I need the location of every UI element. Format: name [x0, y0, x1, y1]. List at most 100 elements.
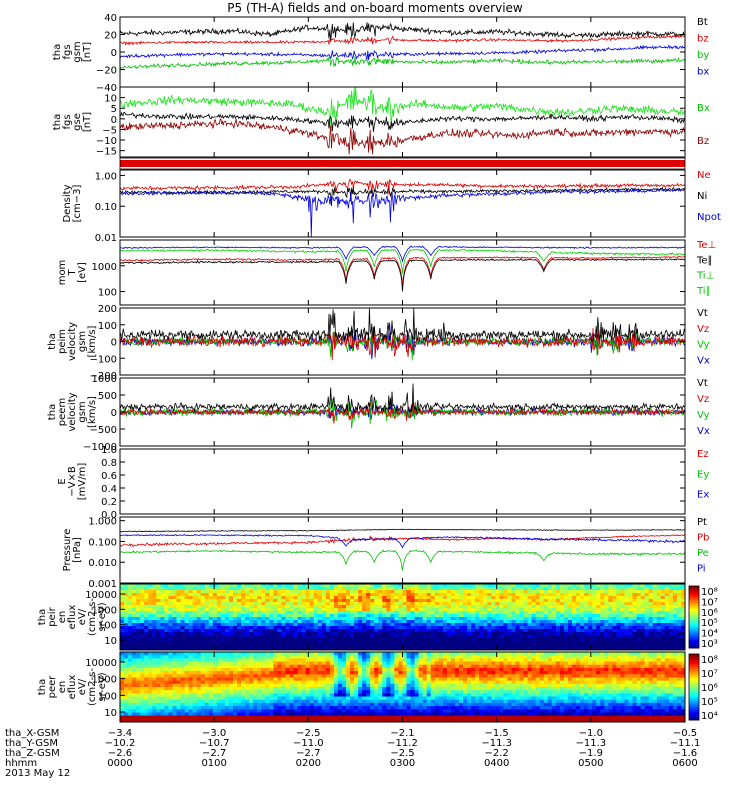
series-bz [120, 118, 685, 155]
y-axis-label: tha [37, 679, 48, 695]
y-axis-label: E [57, 478, 68, 484]
ephemeris-value: −1.6 [673, 748, 697, 759]
panel-8: Pressure [nPa] [62, 516, 686, 584]
ephemeris-value: −1.0 [579, 728, 603, 739]
series-bz [120, 34, 685, 46]
ephemeris-row-label: tha_X-GSM [5, 728, 59, 739]
series-ti [120, 248, 685, 274]
y-tick-label: 10000 [85, 590, 117, 601]
colorbar-tick-label: 10⁷ [701, 669, 718, 680]
legend-entry: Pt [697, 517, 707, 528]
y-axis-label: [eV] [77, 262, 88, 283]
y-tick-label: 0.8 [101, 458, 117, 469]
ephemeris-value: 0200 [296, 758, 321, 769]
y-tick-label: 10 [104, 636, 117, 647]
ephemeris-value: 0300 [390, 758, 415, 769]
colorbar-tick-label: 10⁸ [701, 587, 718, 598]
ephemeris-value: −11.1 [670, 738, 701, 749]
y-axis-label: gsm [77, 331, 88, 352]
y-axis-label: [cm−3] [72, 185, 83, 223]
legend-entry: Te⊥ [696, 240, 716, 251]
legend-entry: bz [697, 34, 709, 45]
y-tick-label: −5 [102, 125, 117, 136]
y-axis-label: [nT] [82, 42, 93, 62]
colorbar-tick-label: 10⁵ [701, 697, 718, 708]
colorbar-tick-label: 10⁴ [701, 711, 718, 722]
y-tick-label: 100 [98, 621, 117, 632]
ephemeris-value: −2.2 [485, 748, 509, 759]
y-axis-label: eflux [67, 605, 78, 630]
series-bx [120, 55, 685, 70]
y-tick-label: 0.4 [101, 484, 117, 495]
colorbar-tick-label: 10⁷ [701, 597, 718, 608]
ephemeris-value: −2.5 [390, 748, 414, 759]
series-te [120, 258, 685, 292]
panel-1: tha fgs gsm [nT] [52, 16, 686, 88]
y-axis-label: velocity [67, 322, 78, 361]
y-axis-label: tha [52, 44, 63, 60]
y-axis-label: fgs [62, 114, 73, 129]
ephemeris-value: −2.1 [390, 728, 414, 739]
ephemeris-value: −2.7 [202, 748, 226, 759]
y-tick-label: 5 [111, 104, 117, 115]
legend-entry: Ey [697, 469, 709, 480]
ephemeris-value: −0.5 [673, 728, 697, 739]
y-tick-label: 200 [98, 304, 117, 315]
legend-entry: Ti⊥ [696, 271, 714, 282]
y-tick-label: −100 [90, 354, 117, 365]
y-tick-label: 10000 [85, 658, 117, 669]
series-pt [120, 528, 685, 533]
ephemeris-value: −2.5 [296, 728, 320, 739]
ephemeris-value: −11.2 [387, 738, 418, 749]
legend-entry: by [697, 50, 709, 61]
legend-entry: Bz [697, 136, 709, 147]
ephemeris-value: −11.3 [576, 738, 607, 749]
y-axis-label: gsm [77, 401, 88, 422]
panel-5: tha peim velocity gsm [km/s] [47, 307, 686, 376]
y-axis-label: fgs [62, 44, 73, 59]
colorbar-tick-label: 10⁴ [701, 629, 718, 640]
y-tick-label: −15 [96, 147, 117, 158]
y-tick-label: 0.10 [95, 202, 117, 213]
y-tick-label: 100 [98, 321, 117, 332]
ephemeris-value: −10.2 [105, 738, 136, 749]
y-tick-label: −40 [96, 83, 117, 94]
legend-entry: Bt [697, 17, 708, 28]
y-tick-label: 1000 [92, 374, 117, 385]
ephemeris-value: −11.3 [481, 738, 512, 749]
ephemeris-value: −11.0 [293, 738, 324, 749]
series-bmag [120, 111, 685, 133]
y-tick-label: 10 [104, 94, 117, 105]
legend-entry: Vz [697, 324, 709, 335]
y-tick-label: 0.001 [88, 579, 117, 590]
y-tick-label: 100 [98, 288, 117, 299]
y-axis-label: peir [47, 606, 58, 626]
panel-7: E −V×B [mV/m] [57, 448, 686, 515]
ephemeris-value: −2.7 [296, 748, 320, 759]
y-tick-label: 0 [111, 338, 117, 349]
y-axis-label: [km/s] [87, 325, 98, 357]
y-axis-label: [nT] [82, 112, 93, 132]
panel-4: mom T [eV] [57, 239, 686, 306]
series-npot [120, 187, 685, 237]
series-ne [120, 178, 685, 195]
colorbar-tick-label: 10⁵ [701, 618, 718, 629]
legend-entry: Pb [697, 533, 709, 544]
y-axis-label: (cm2-s- [87, 598, 98, 636]
y-axis-label: (cm2-s- [87, 668, 98, 706]
series-bt [120, 22, 685, 42]
y-tick-label: 0.2 [101, 497, 117, 508]
legend-entry: bx [697, 67, 709, 78]
panel-9: tha peir en eflux eV/(cm2-s-sr-eV) [37, 583, 700, 651]
y-axis-label: tha [52, 114, 63, 130]
y-axis-label: tha [37, 609, 48, 625]
series-vt [120, 308, 685, 343]
legend-entry: Ne [697, 170, 711, 181]
y-axis-label: −V×B [67, 466, 78, 497]
y-tick-label: 1000 [92, 675, 117, 686]
colorbar-tick-label: 10⁶ [701, 683, 718, 694]
legend-entry: Vt [697, 308, 708, 319]
series-ti [120, 245, 685, 263]
series-vz [120, 402, 685, 424]
